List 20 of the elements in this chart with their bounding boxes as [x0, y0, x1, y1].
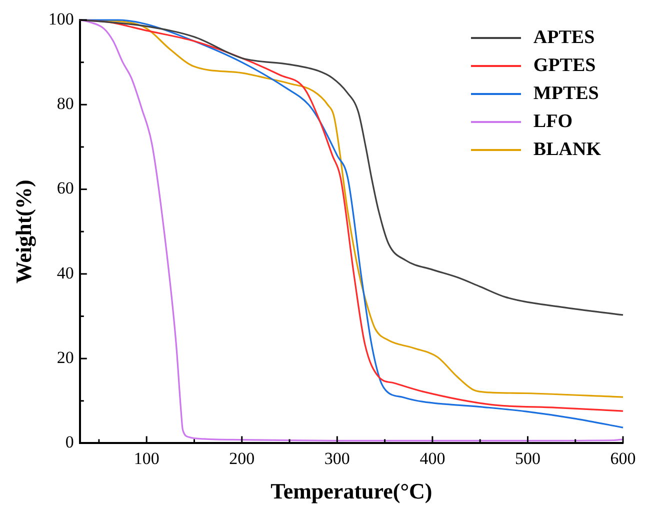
y-tick-label: 60: [56, 178, 74, 198]
x-tick-label: 600: [610, 448, 636, 468]
y-tick-label: 20: [56, 348, 74, 368]
legend-label: MPTES: [533, 83, 599, 105]
x-tick-label: 100: [134, 448, 160, 468]
y-axis-title: Weight(%): [10, 180, 36, 284]
x-tick-label: 500: [514, 448, 540, 468]
y-tick-label: 40: [56, 263, 74, 282]
x-tick-label: 300: [324, 448, 350, 468]
legend-label: LFO: [533, 111, 572, 133]
legend-label: GPTES: [533, 55, 596, 77]
legend-label: BLANK: [533, 139, 601, 161]
x-axis-title: Temperature(°C): [270, 478, 432, 504]
y-tick-label: 80: [56, 94, 74, 114]
y-tick-label: 0: [65, 432, 74, 452]
x-tick-label: 200: [229, 448, 255, 468]
line-series: [79, 19, 624, 316]
x-tick-label: 400: [420, 448, 446, 468]
y-tick-label: 100: [48, 9, 74, 28]
legend-label: APTES: [533, 27, 595, 49]
